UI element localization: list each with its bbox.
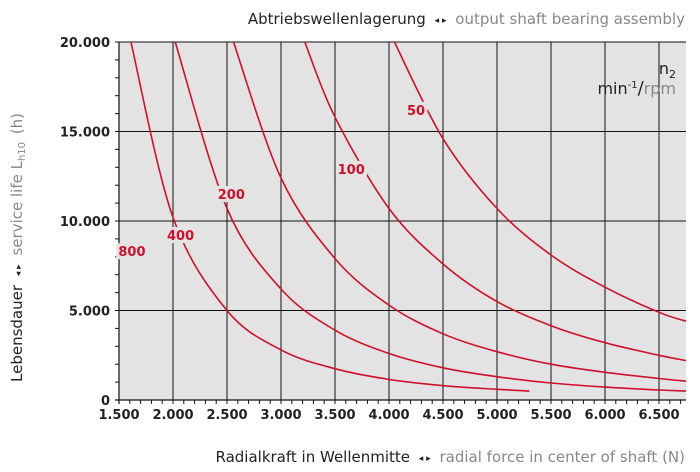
x-tick-labels: 1.500 2.000 2.500 3.000 3.500 4.000 4.500 5.000… xyxy=(98,408,679,423)
chart-title: Abtriebswellenlagerung ◂ ▸ output shaft … xyxy=(248,9,685,28)
chart-title-de: Abtriebswellenlagerung xyxy=(248,10,426,28)
legend-slash: / xyxy=(638,78,645,99)
curve-label-200: 200 xyxy=(218,188,245,203)
curve-label-bg xyxy=(335,160,367,177)
y-axis-label-arrows: ◂ ▸ xyxy=(14,264,24,276)
y-tick-label: 10.000 xyxy=(60,215,110,230)
curve-50 xyxy=(393,41,687,322)
x-tick-label: 5.500 xyxy=(530,408,571,423)
x-tick-label: 5.000 xyxy=(476,408,517,423)
curve-label-50: 50 xyxy=(407,104,425,119)
curve-label-bg xyxy=(404,101,428,118)
x-axis-label-de: Radialkraft in Wellenmitte xyxy=(216,448,411,466)
svg-text:min-1/rpm: min-1/rpm xyxy=(597,78,676,99)
x-tick-label: 4.500 xyxy=(422,408,463,423)
x-tick-label: 2.500 xyxy=(206,408,247,423)
x-tick-label: 6.500 xyxy=(638,408,679,423)
curve-label-bg xyxy=(215,185,248,202)
curve-100 xyxy=(304,41,687,362)
chart-title-arrows: ◂ ▸ xyxy=(435,16,447,26)
legend-unit-en: rpm xyxy=(644,79,676,98)
legend-box: n2 min-1/rpm xyxy=(597,59,676,99)
x-tick-label: 2.000 xyxy=(152,408,193,423)
y-axis-label-unit: (h) xyxy=(8,113,26,134)
curve-labels: 50 100 200 400 800 xyxy=(116,101,428,260)
grid-lines xyxy=(115,41,686,404)
y-tick-label: 5.000 xyxy=(69,305,110,320)
x-tick-label: 3.000 xyxy=(260,408,301,423)
curve-label-400: 400 xyxy=(167,229,194,244)
curves xyxy=(130,41,687,392)
curve-label-bg xyxy=(116,243,148,260)
curve-label-100: 100 xyxy=(338,163,365,178)
curve-200 xyxy=(232,41,687,382)
y-axis-label: Lebensdauer ◂ ▸ service life Lh10 (h) xyxy=(7,113,29,382)
svg-text:n2: n2 xyxy=(659,59,676,81)
x-tick-label: 1.500 xyxy=(98,408,139,423)
y-axis-label-sub: h10 xyxy=(17,142,28,161)
legend-n-sub: 2 xyxy=(669,68,676,81)
curve-label-800: 800 xyxy=(118,245,145,260)
y-tick-label: 15.000 xyxy=(60,126,110,141)
x-tick-label: 3.500 xyxy=(314,408,355,423)
curve-400 xyxy=(174,41,687,392)
curve-800 xyxy=(130,41,530,392)
y-axis-label-de: Lebensdauer xyxy=(8,284,26,382)
x-axis-label-en: radial force in center of shaft (N) xyxy=(439,448,685,466)
legend-unit-sup: -1 xyxy=(628,80,638,91)
y-tick-label: 20.000 xyxy=(60,36,110,51)
y-tick-labels: 0 5.000 10.000 15.000 20.000 xyxy=(60,36,110,409)
legend-n: n xyxy=(659,59,669,78)
y-axis-label-en: service life L xyxy=(8,160,26,255)
x-axis-label: Radialkraft in Wellenmitte ◂ ▸ radial fo… xyxy=(216,447,686,466)
curve-label-bg xyxy=(164,227,197,244)
y-tick-label: 0 xyxy=(101,394,110,409)
x-axis-label-arrows: ◂ ▸ xyxy=(419,454,431,464)
legend-unit-de: min xyxy=(597,79,627,98)
chart-title-en: output shaft bearing assembly xyxy=(455,10,685,28)
x-tick-label: 6.000 xyxy=(584,408,625,423)
x-tick-label: 4.000 xyxy=(368,408,409,423)
